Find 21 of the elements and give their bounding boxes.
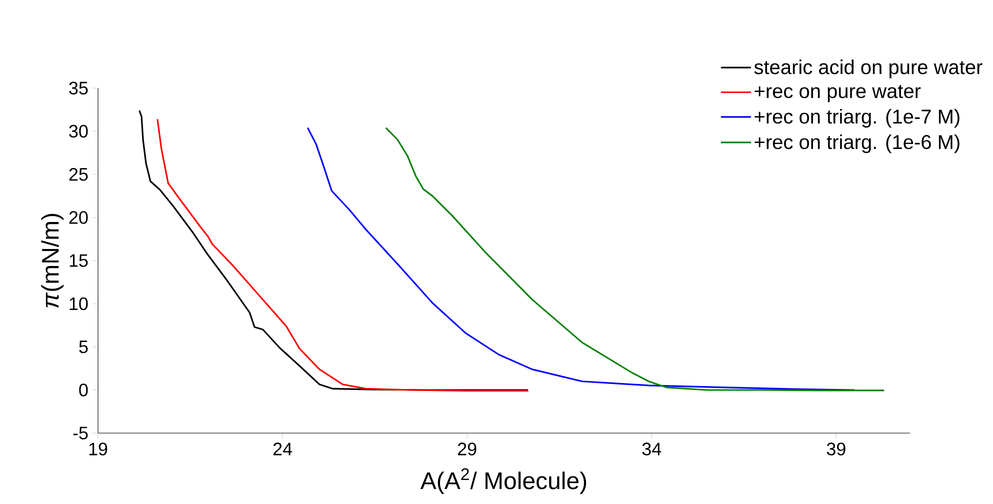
y-tick-label: 20 — [69, 211, 88, 224]
x-tick-label: 19 — [89, 442, 108, 456]
y-tick-label: 30 — [69, 124, 88, 138]
legend-label: +rec on pure water — [754, 85, 921, 102]
legend-label: stearic acid on pure water — [754, 60, 982, 78]
y-axis-title: π(mN/m) — [41, 214, 64, 308]
y-tick-label: 5 — [79, 340, 88, 354]
y-tick-label: 35 — [69, 82, 88, 94]
legend-label: +rec on triarg. (1e-6 M) — [754, 134, 960, 154]
y-tick-label: 15 — [70, 254, 88, 267]
x-tick-label: 39 — [826, 442, 846, 456]
y-tick-label: -5 — [73, 426, 88, 440]
y-tick-label: 10 — [70, 297, 88, 310]
x-tick-label: 29 — [458, 442, 476, 456]
x-tick-label: 24 — [273, 442, 292, 456]
line-series — [385, 127, 885, 392]
y-tick-label: 0 — [79, 384, 88, 396]
y-tick-label: 25 — [69, 168, 88, 181]
legend-label: +rec on triarg. (1e-7 M) — [754, 108, 960, 128]
x-axis-title: A(A$^{2}$/ Molecule) — [420, 468, 586, 494]
x-tick-label: 34 — [642, 442, 662, 456]
